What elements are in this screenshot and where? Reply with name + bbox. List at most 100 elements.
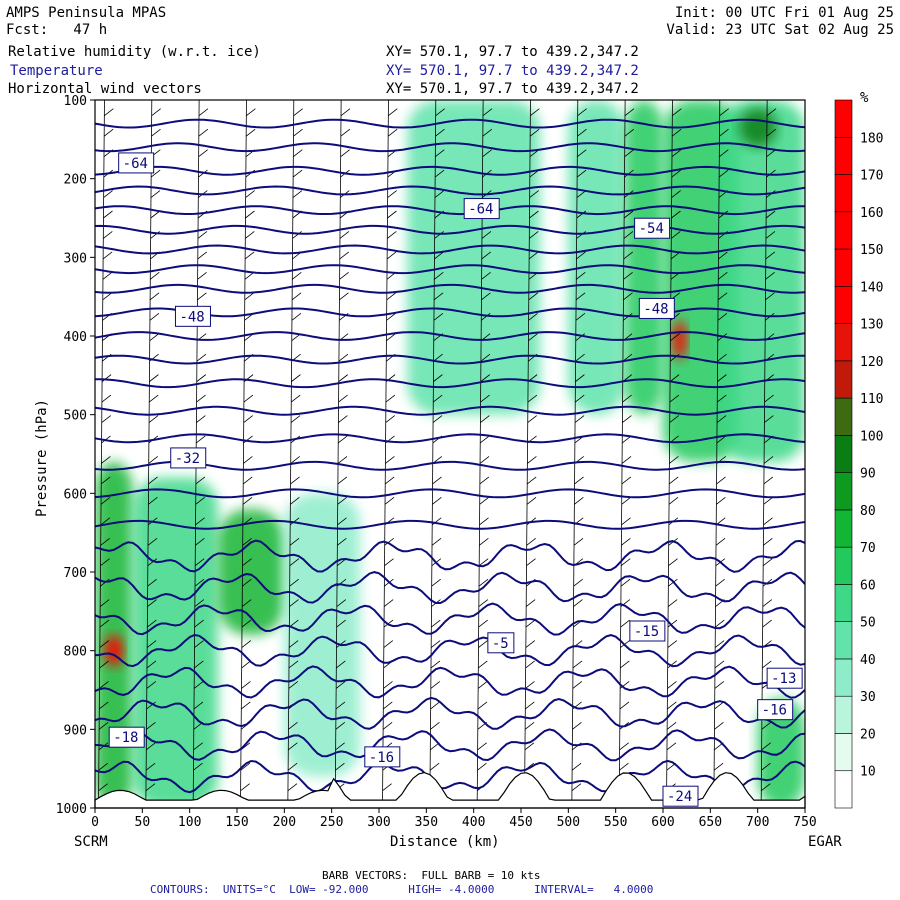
wind-barb-flag (430, 701, 440, 710)
wind-barb-flag (197, 231, 208, 239)
wind-barb-flag (385, 456, 395, 464)
wind-barb-flag (241, 701, 251, 710)
wind-barb-flag (430, 640, 441, 648)
wind-barb-flag (102, 292, 113, 301)
wind-barb-flag (289, 517, 300, 526)
wind-barb-flag (335, 742, 345, 751)
wind-barb-flag (529, 190, 539, 198)
wind-barb-flag (812, 395, 821, 402)
wind-barb-flag (763, 537, 773, 546)
wind-barb-flag (337, 517, 347, 526)
wind-barb-flag (432, 394, 443, 403)
wind-barb-flag (811, 538, 820, 545)
wind-barb-flag (619, 701, 630, 710)
wind-barb-flag (526, 537, 536, 546)
colorbar-tick-label: 90 (860, 467, 876, 482)
colorbar-tick-label: 70 (860, 541, 876, 556)
wind-barb-flag (151, 108, 161, 117)
temperature-contour (95, 728, 805, 762)
wind-barb-flag (716, 415, 727, 423)
wind-barb-flag (150, 169, 161, 178)
rh-region (132, 477, 219, 808)
x-tick-label: 350 (415, 815, 438, 830)
wind-barb-flag (761, 762, 771, 771)
colorbar-tick-label: 100 (860, 429, 883, 444)
wind-barb-flag (194, 599, 205, 607)
wind-barb-flag (525, 660, 535, 669)
wind-barb-flag (288, 640, 299, 648)
contour-label: -5 (492, 636, 509, 652)
wind-barb-flag (814, 150, 823, 157)
wind-barb-flag (148, 394, 159, 403)
x-endpoint-right: EGAR (808, 834, 842, 850)
contour-label-box (638, 297, 675, 319)
wind-barb-flag (434, 272, 444, 280)
colorbar-tick-label: 60 (860, 578, 876, 593)
wind-barb-flag (813, 293, 822, 300)
wind-barb-flag (477, 742, 487, 751)
temperature-contour (95, 142, 805, 153)
wind-barb-flag (338, 415, 348, 423)
wind-barb-flag (715, 619, 725, 628)
colorbar-tick-label: 120 (860, 355, 883, 370)
temperature-contour (95, 244, 805, 255)
wind-barbs (98, 100, 823, 808)
wind-barb-flag (716, 476, 726, 485)
wind-barb-flag (99, 681, 109, 689)
temperature-contour (95, 519, 805, 530)
wind-barb-flag (98, 762, 109, 771)
wind-barb-flag (243, 456, 253, 464)
wind-barb-flag (526, 558, 536, 567)
temperature-contour (95, 460, 805, 471)
wind-barb-flag (336, 619, 346, 628)
wind-barb-flag (337, 476, 348, 485)
wind-barb-flag (198, 169, 208, 178)
wind-barb-flag (245, 210, 255, 219)
wind-barb-flag (101, 415, 111, 423)
wind-barb-flag (244, 272, 255, 280)
wind-barb-flag (716, 394, 727, 403)
temperature-contours (95, 118, 805, 794)
wind-barb-flag (429, 762, 440, 771)
x-tick-label: 650 (699, 815, 722, 830)
wind-barb-flag (148, 497, 158, 505)
wind-barb-flag (481, 292, 491, 301)
wind-barb-flag (669, 456, 679, 464)
wind-barb-flag (666, 722, 677, 730)
contour-label: -18 (113, 730, 138, 746)
wind-barb-flag (623, 272, 633, 280)
wind-barb-flag (195, 476, 206, 485)
colorbar-tick-label: 130 (860, 318, 883, 333)
wind-barb-flag (809, 722, 818, 729)
wind-barb-flag (435, 128, 445, 137)
wind-barb-flag (193, 762, 203, 771)
wind-barb-flag (99, 640, 110, 648)
wind-barb-flag (242, 497, 253, 505)
wind-barb-flag (145, 762, 156, 771)
temperature-contour (95, 696, 805, 730)
wind-barb-flag (671, 210, 681, 219)
wind-barb-flag (766, 169, 776, 178)
temperature-contour (95, 633, 805, 668)
colorbar-tick-label: 10 (860, 765, 876, 780)
wind-barb-flag (477, 681, 488, 689)
wind-barb-flag (671, 231, 681, 239)
wind-barb-flag (101, 394, 112, 403)
wind-barb-flag (435, 149, 445, 157)
colorbar-tick-label: 180 (860, 131, 883, 146)
colorbar-tick-label: 140 (860, 280, 883, 295)
wind-barb-flag (761, 722, 772, 730)
wind-barb-flag (243, 415, 253, 423)
wind-barb-flag (385, 394, 396, 403)
wind-barb-flag (335, 681, 346, 689)
x-tick-label: 700 (746, 815, 769, 830)
colorbar-segment (834, 733, 853, 772)
wind-barb-flag (245, 128, 256, 137)
y-tick-label: 700 (64, 566, 87, 581)
wind-barb-flag (811, 477, 820, 484)
wind-barb-flag (619, 681, 630, 689)
wind-barb-flag (383, 681, 393, 689)
wind-barb-flag (148, 476, 158, 485)
wind-barb-flag (814, 170, 823, 177)
colorbar-segment (834, 323, 853, 362)
